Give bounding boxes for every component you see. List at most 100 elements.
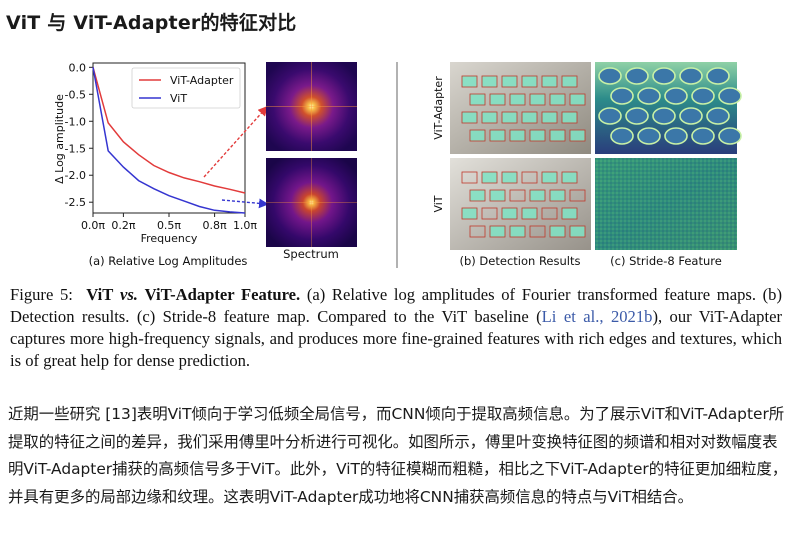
y-tick-label: -2.5 xyxy=(65,196,86,209)
feature-blob xyxy=(637,127,661,145)
detected-object-box xyxy=(509,225,526,238)
detected-object-box xyxy=(561,111,578,124)
detected-object-box xyxy=(549,93,566,106)
y-axis-ticks: 0.0 -0.5 -1.0 -1.5 -2.0 -2.5 xyxy=(65,61,93,209)
panel-a-caption: (a) Relative Log Amplitudes xyxy=(89,254,248,268)
legend-label-vit-adapter: ViT-Adapter xyxy=(170,74,234,87)
detected-object-box xyxy=(489,189,506,202)
detected-object-box xyxy=(481,111,498,124)
detected-object-box xyxy=(461,207,478,220)
caption-body-1: (a) Relative log amplitudes of Fourier t… xyxy=(10,285,782,326)
figure-caption: Figure 5: ViT vs. ViT-Adapter Feature. (… xyxy=(10,284,782,372)
page-title: ViT 与 ViT-Adapter的特征对比 xyxy=(6,12,297,34)
detected-object-box xyxy=(481,207,498,220)
feature-map-vit-shade xyxy=(595,158,737,250)
detected-object-box xyxy=(561,171,578,184)
detected-object-box xyxy=(469,225,486,238)
feature-blob xyxy=(679,67,703,85)
feature-blob xyxy=(598,67,622,85)
relative-log-amplitude-chart: 0.0 -0.5 -1.0 -1.5 -2.0 -2.5 0.0π 0.2π 0.5π 0.8π… xyxy=(53,61,257,268)
detected-object-box xyxy=(481,75,498,88)
detected-object-box xyxy=(521,171,538,184)
detected-object-box xyxy=(569,189,586,202)
feature-blob xyxy=(706,67,730,85)
detected-object-box xyxy=(509,189,526,202)
x-axis-ticks: 0.0π 0.2π 0.5π 0.8π 1.0π xyxy=(81,213,257,232)
detected-object-box xyxy=(461,171,478,184)
caption-title-vs: vs. xyxy=(119,285,138,304)
feature-blob xyxy=(637,87,661,105)
x-tick-label: 1.0π xyxy=(233,219,257,232)
x-tick-label: 0.2π xyxy=(111,219,135,232)
spectrum-vit-adapter xyxy=(266,62,357,151)
detected-object-box xyxy=(461,111,478,124)
detected-object-box xyxy=(541,111,558,124)
caption-body-2: ), our ViT-Adapter captures more high-fr… xyxy=(10,307,782,370)
detected-object-box xyxy=(489,93,506,106)
y-tick-label: -2.0 xyxy=(65,169,86,182)
feature-blob xyxy=(664,87,688,105)
y-tick-label: 0.0 xyxy=(69,61,87,74)
feature-blob xyxy=(664,127,688,145)
chart-legend: ViT-Adapter ViT xyxy=(131,67,241,109)
detected-object-box xyxy=(501,75,518,88)
detected-object-box xyxy=(521,111,538,124)
y-tick-label: -0.5 xyxy=(65,88,86,101)
detection-results-panel: (b) Detection Results xyxy=(450,62,591,268)
detection-boxes-vit xyxy=(461,171,586,238)
spectrum-label: Spectrum xyxy=(283,247,339,261)
detected-object-box xyxy=(501,111,518,124)
feature-blob xyxy=(652,67,676,85)
x-axis-label: Frequency xyxy=(141,232,198,245)
series-line-vit-adapter xyxy=(92,67,246,194)
arrow-to-adapter-spectrum xyxy=(203,105,268,178)
detection-boxes-vit-adapter xyxy=(461,75,586,142)
detected-object-box xyxy=(529,93,546,106)
feature-blobs-vit-adapter xyxy=(598,67,742,145)
detected-object-box xyxy=(481,171,498,184)
figure-5: 0.0 -0.5 -1.0 -1.5 -2.0 -2.5 0.0π 0.2π 0.5π 0.8π… xyxy=(53,61,742,268)
feature-blob xyxy=(718,127,742,145)
spectrum-vit xyxy=(266,158,357,247)
feature-blob xyxy=(625,107,649,125)
detected-object-box xyxy=(461,75,478,88)
series-line-vit xyxy=(92,67,246,214)
detected-object-box xyxy=(529,225,546,238)
feature-blob xyxy=(625,67,649,85)
y-tick-label: -1.5 xyxy=(65,142,86,155)
panel-c-caption: (c) Stride-8 Feature xyxy=(610,254,722,268)
detected-object-box xyxy=(521,75,538,88)
feature-blob xyxy=(679,107,703,125)
detected-object-box xyxy=(569,93,586,106)
arrow-to-vit-spectrum xyxy=(221,198,269,209)
feature-blob xyxy=(610,87,634,105)
detected-object-box xyxy=(501,207,518,220)
detected-object-box xyxy=(521,207,538,220)
detected-object-box xyxy=(561,75,578,88)
x-tick-label: 0.0π xyxy=(81,219,105,232)
caption-figure-number: Figure 5: xyxy=(10,285,73,304)
x-tick-label: 0.5π xyxy=(157,219,181,232)
legend-label-vit: ViT xyxy=(170,92,187,105)
detected-object-box xyxy=(509,93,526,106)
detected-object-box xyxy=(469,93,486,106)
panel-b-caption: (b) Detection Results xyxy=(460,254,581,268)
body-paragraph: 近期一些研究 [13]表明ViT倾向于学习低频全局信号，而CNN倾向于提取高频信… xyxy=(8,405,788,506)
caption-title-vit: ViT xyxy=(86,285,114,304)
detected-object-box xyxy=(541,207,558,220)
feature-blob xyxy=(652,107,676,125)
detected-object-box xyxy=(541,75,558,88)
detected-object-box xyxy=(469,129,486,142)
x-tick-label: 0.8π xyxy=(203,219,227,232)
feature-blob xyxy=(706,107,730,125)
stride8-feature-panel: (c) Stride-8 Feature xyxy=(595,62,742,268)
feature-blob xyxy=(610,127,634,145)
detected-object-box xyxy=(561,207,578,220)
caption-title-rest: ViT-Adapter Feature. xyxy=(144,285,301,304)
series-lines xyxy=(92,67,246,214)
feature-blob xyxy=(691,127,715,145)
detected-object-box xyxy=(569,225,586,238)
detected-object-box xyxy=(529,189,546,202)
row-label-vit-adapter: ViT-Adapter xyxy=(432,76,445,140)
caption-citation-link[interactable]: Li et al., 2021b xyxy=(541,307,653,326)
